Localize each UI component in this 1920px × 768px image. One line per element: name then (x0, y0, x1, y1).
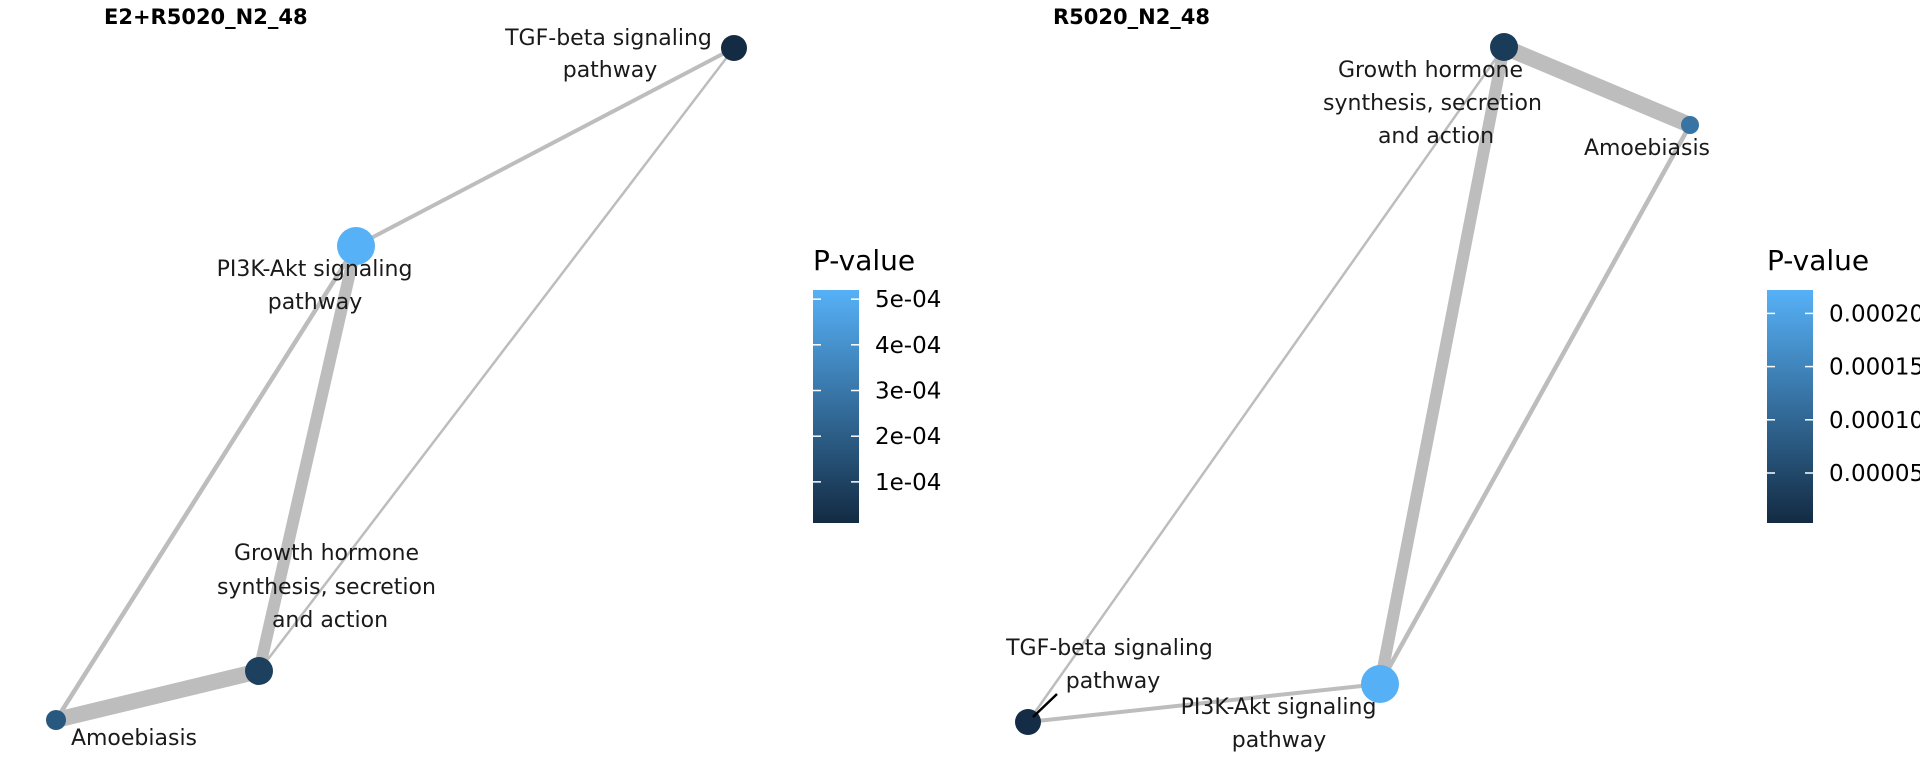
legend-tick-label: 0.00005 (1829, 461, 1920, 487)
label-line: PI3K-Akt signaling (1181, 695, 1377, 720)
label-line: TGF-beta signaling (1005, 636, 1213, 661)
panel-e2-r5020: E2+R5020_N2_48 TGF-beta signaling pathwa… (46, 5, 941, 751)
label-line: pathway (268, 290, 363, 315)
label-line: synthesis, secretion (217, 575, 436, 600)
label-line: Amoebiasis (71, 726, 197, 751)
edge-tgf-growth-hormone (258, 47, 735, 672)
label-line: and action (272, 608, 388, 633)
legend-tick-label: 5e-04 (875, 287, 941, 313)
node-growth-hormone[interactable] (1490, 33, 1518, 61)
legend-title: P-value (813, 244, 915, 277)
edge-pi3k-tgf (355, 46, 735, 248)
label-line: TGF-beta signaling (504, 26, 712, 51)
legend-tick-label: 2e-04 (875, 424, 941, 450)
node-layer (1015, 33, 1699, 735)
node-label-pi3k-akt-signaling: PI3K-Akt signaling pathway (1181, 695, 1384, 753)
edge-amoebiasis-pi3k (1378, 123, 1692, 686)
label-line: Amoebiasis (1584, 136, 1710, 161)
panel-r5020: R5020_N2_48 Growth hormone synthesis, se… (1005, 5, 1920, 753)
node-label-amoebiasis: Amoebiasis (71, 726, 197, 751)
label-line: Growth hormone (1338, 58, 1523, 83)
label-line: synthesis, secretion (1323, 91, 1542, 116)
legend-colorbar (813, 290, 859, 523)
label-layer: TGF-beta signaling pathway PI3K-Akt sign… (71, 26, 719, 751)
edge-pi3k-growth-hormone (253, 244, 362, 673)
node-layer (46, 35, 747, 730)
edge-pi3k-amoebiasis (54, 244, 358, 722)
node-label-pi3k-akt-signaling: PI3K-Akt signaling pathway (217, 257, 420, 315)
color-legend: P-value 5e-04 4e-04 3e-04 2e-04 1e-04 (813, 244, 941, 523)
legend-tick-label: 1e-04 (875, 470, 941, 496)
legend-title: P-value (1767, 244, 1869, 277)
edge-growth-hormone-pi3k (1374, 45, 1510, 686)
legend-tick-label: 0.00010 (1829, 408, 1920, 434)
node-tgf-beta-signaling[interactable] (721, 35, 747, 61)
node-pi3k-akt-signaling[interactable] (337, 227, 375, 265)
legend-ticks: 0.00020 0.00015 0.00010 0.00005 (1767, 301, 1920, 487)
edge-layer (1026, 39, 1694, 724)
legend-tick-label: 4e-04 (875, 333, 941, 359)
node-label-growth-hormone: Growth hormone synthesis, secretion and … (1323, 58, 1549, 149)
node-growth-hormone[interactable] (245, 657, 273, 685)
edge-layer (54, 46, 735, 728)
edge-growth-hormone-amoebiasis (1500, 39, 1694, 133)
node-pi3k-akt-signaling[interactable] (1361, 665, 1399, 703)
panel-title: R5020_N2_48 (1053, 5, 1210, 29)
label-line: Growth hormone (234, 541, 419, 566)
edge-tgf-pi3k (1027, 682, 1381, 724)
label-line: pathway (1066, 669, 1161, 694)
legend-tick-label: 3e-04 (875, 379, 941, 405)
node-label-amoebiasis: Amoebiasis (1584, 136, 1710, 161)
label-leader-line (1032, 693, 1058, 718)
legend-ticks: 5e-04 4e-04 3e-04 2e-04 1e-04 (813, 287, 941, 496)
legend-tick-label: 0.00015 (1829, 355, 1920, 381)
label-line: PI3K-Akt signaling (217, 257, 413, 282)
edge-amoebiasis-growth-hormone (54, 663, 261, 728)
edge-growth-hormone-tgf (1026, 46, 1506, 723)
label-line: and action (1378, 124, 1494, 149)
label-line: pathway (563, 58, 658, 83)
panel-title: E2+R5020_N2_48 (104, 5, 308, 29)
node-label-tgf-beta-signaling: TGF-beta signaling pathway (1005, 636, 1220, 694)
legend-tick-label: 0.00020 (1829, 301, 1920, 327)
legend-colorbar (1767, 290, 1813, 523)
node-amoebiasis[interactable] (1681, 116, 1699, 134)
color-legend: P-value 0.00020 0.00015 0.00010 0.00005 (1767, 244, 1920, 523)
node-label-tgf-beta-signaling: TGF-beta signaling pathway (504, 26, 719, 83)
label-layer: Growth hormone synthesis, secretion and … (1005, 58, 1710, 753)
label-line: pathway (1232, 728, 1327, 753)
node-label-growth-hormone: Growth hormone synthesis, secretion and … (217, 541, 443, 633)
node-amoebiasis[interactable] (46, 710, 66, 730)
